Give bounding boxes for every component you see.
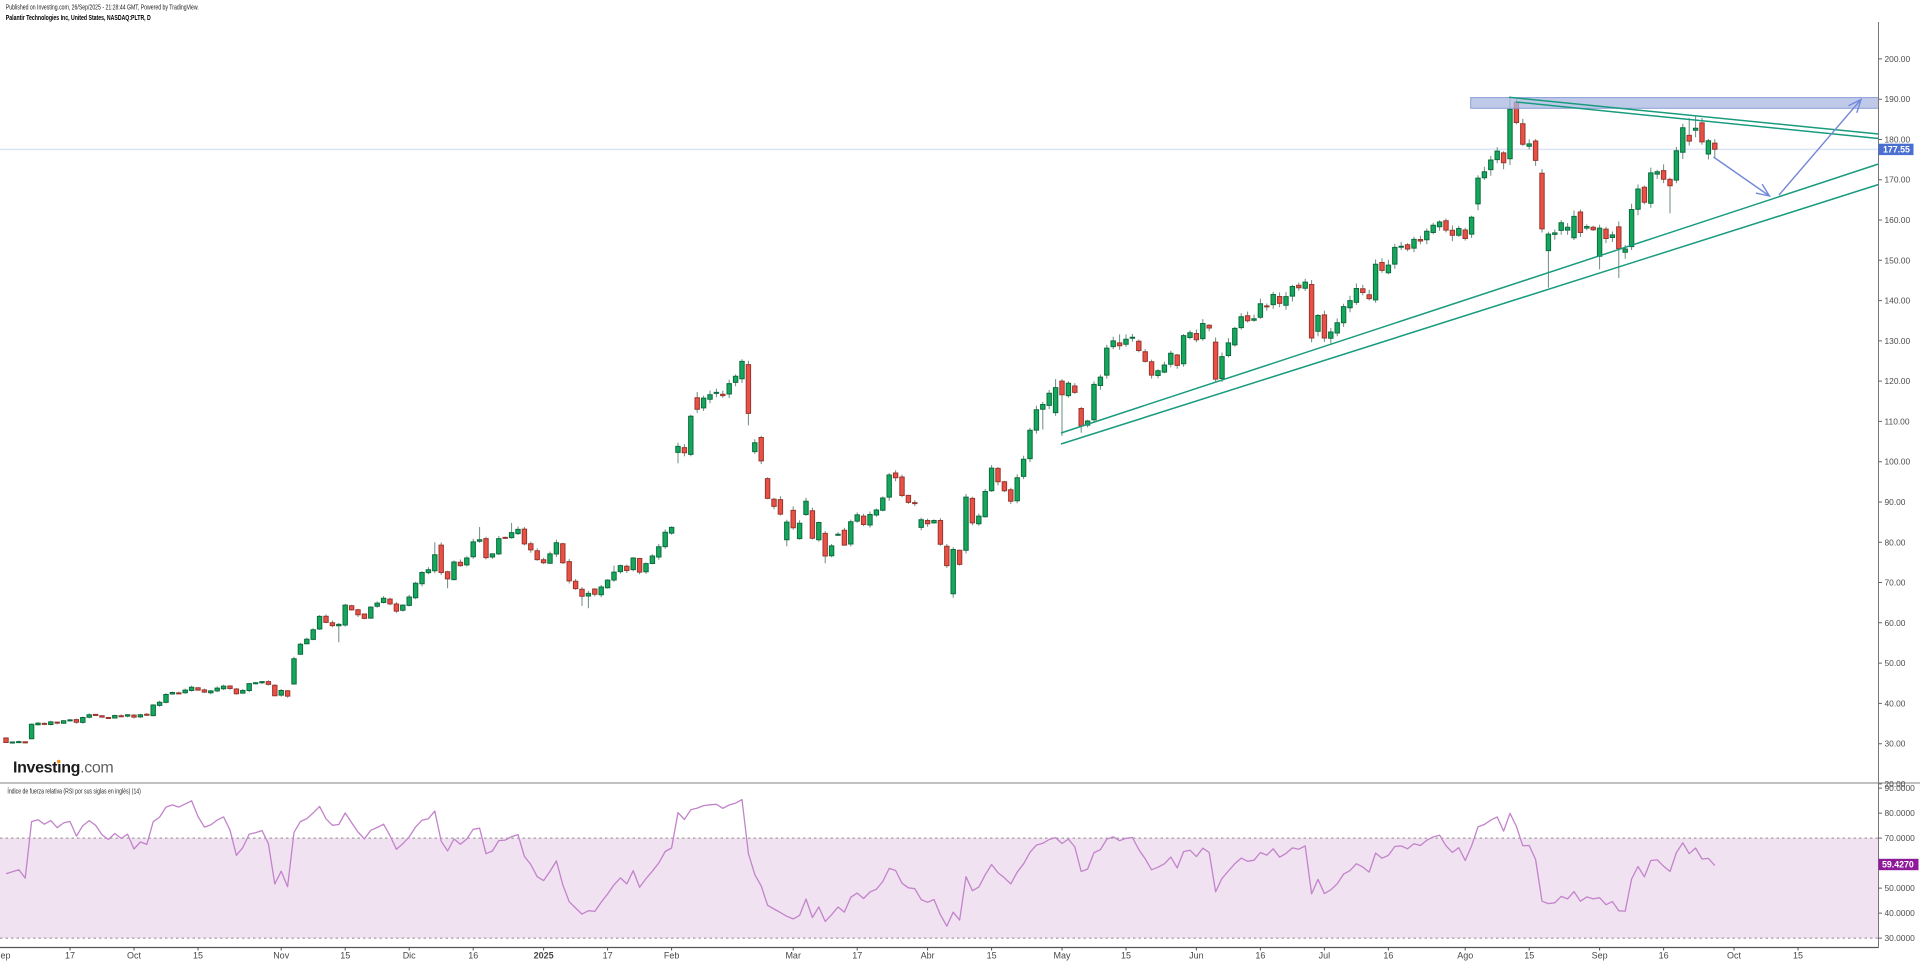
svg-text:150.00: 150.00 bbox=[1885, 255, 1911, 265]
svg-text:Investıng.com: Investıng.com bbox=[13, 760, 113, 777]
svg-text:177.55: 177.55 bbox=[1883, 144, 1910, 154]
svg-text:Jul: Jul bbox=[1319, 951, 1331, 961]
svg-text:130.00: 130.00 bbox=[1885, 336, 1911, 346]
svg-text:110.00: 110.00 bbox=[1885, 416, 1910, 426]
svg-text:15: 15 bbox=[340, 951, 350, 961]
svg-text:2025: 2025 bbox=[534, 951, 554, 961]
svg-text:Jun: Jun bbox=[1189, 951, 1204, 961]
svg-text:60.00: 60.00 bbox=[1885, 618, 1906, 628]
svg-text:16: 16 bbox=[1255, 951, 1265, 961]
svg-text:15: 15 bbox=[1524, 951, 1534, 961]
svg-text:Índice de fuerza relativa (RSI: Índice de fuerza relativa (RSI por sus s… bbox=[7, 786, 141, 795]
svg-text:80.00: 80.00 bbox=[1885, 537, 1906, 547]
svg-text:15: 15 bbox=[1793, 951, 1803, 961]
svg-text:200.00: 200.00 bbox=[1885, 54, 1911, 64]
svg-text:160.00: 160.00 bbox=[1885, 215, 1911, 225]
svg-text:Feb: Feb bbox=[664, 951, 680, 961]
svg-text:30.00: 30.00 bbox=[1885, 739, 1906, 749]
svg-text:Sep: Sep bbox=[0, 951, 11, 961]
svg-text:80.0000: 80.0000 bbox=[1885, 808, 1916, 818]
svg-text:15: 15 bbox=[193, 951, 203, 961]
svg-text:120.00: 120.00 bbox=[1885, 376, 1911, 386]
svg-text:40.00: 40.00 bbox=[1885, 698, 1906, 708]
svg-text:50.0000: 50.0000 bbox=[1885, 883, 1916, 893]
svg-text:Mar: Mar bbox=[785, 951, 801, 961]
svg-text:15: 15 bbox=[987, 951, 997, 961]
svg-text:16: 16 bbox=[1383, 951, 1393, 961]
svg-text:May: May bbox=[1053, 951, 1071, 961]
svg-text:30.0000: 30.0000 bbox=[1885, 933, 1916, 943]
svg-text:140.00: 140.00 bbox=[1885, 296, 1911, 306]
svg-text:20.00: 20.00 bbox=[1885, 779, 1906, 789]
svg-text:Nov: Nov bbox=[273, 951, 290, 961]
svg-text:40.0000: 40.0000 bbox=[1885, 908, 1916, 918]
svg-text:59.4270: 59.4270 bbox=[1882, 859, 1914, 869]
svg-text:90.00: 90.00 bbox=[1885, 497, 1906, 507]
svg-text:Ago: Ago bbox=[1457, 951, 1473, 961]
svg-text:70.0000: 70.0000 bbox=[1885, 833, 1916, 843]
svg-text:90.0000: 90.0000 bbox=[1885, 783, 1916, 793]
svg-text:180.00: 180.00 bbox=[1885, 135, 1911, 145]
svg-text:170.00: 170.00 bbox=[1885, 175, 1911, 185]
svg-text:50.00: 50.00 bbox=[1885, 658, 1906, 668]
svg-text:Dic: Dic bbox=[403, 951, 416, 961]
svg-text:Abr: Abr bbox=[921, 951, 935, 961]
svg-text:17: 17 bbox=[852, 951, 862, 961]
svg-text:100.00: 100.00 bbox=[1885, 457, 1911, 467]
svg-text:70.00: 70.00 bbox=[1885, 578, 1906, 588]
svg-text:16: 16 bbox=[468, 951, 478, 961]
svg-text:Oct: Oct bbox=[127, 951, 142, 961]
svg-text:Published on Investing.com, 26: Published on Investing.com, 26/Sep/2025 … bbox=[6, 3, 199, 12]
svg-text:17: 17 bbox=[65, 951, 75, 961]
svg-text:17: 17 bbox=[603, 951, 613, 961]
svg-text:Oct: Oct bbox=[1727, 951, 1742, 961]
svg-text:Palantir Technologies Inc, Uni: Palantir Technologies Inc, United States… bbox=[6, 13, 151, 22]
svg-text:15: 15 bbox=[1121, 951, 1131, 961]
svg-text:Sep: Sep bbox=[1592, 951, 1608, 961]
svg-text:16: 16 bbox=[1659, 951, 1669, 961]
svg-text:190.00: 190.00 bbox=[1885, 94, 1911, 104]
